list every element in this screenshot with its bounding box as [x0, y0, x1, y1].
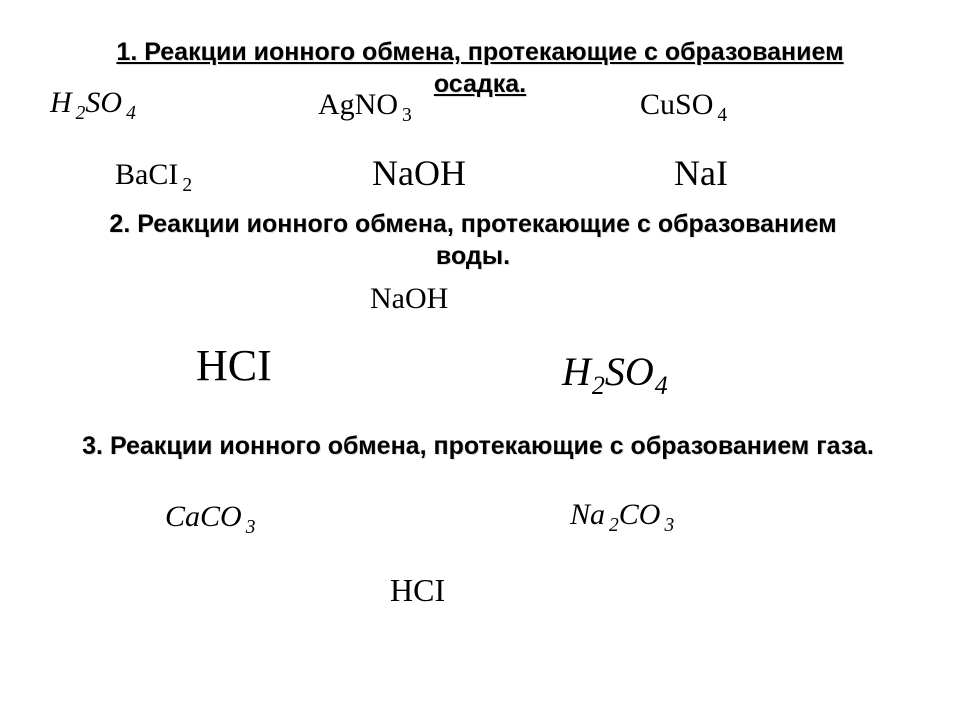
heading-1-line-1: 1. Реакции ионного обмена, протекающие с…: [50, 38, 910, 67]
formula-text: SO: [85, 86, 122, 119]
subscript: 3: [402, 105, 412, 126]
subscript: 4: [717, 105, 727, 126]
formula-text: NaI: [674, 153, 728, 193]
formula-nai: NaI: [674, 152, 728, 194]
formula-text: AgNO: [318, 88, 398, 121]
formula-bacl2: BaCI2: [115, 158, 192, 192]
formula-h2so4-1: H2SO4: [50, 86, 136, 120]
formula-agno3: AgNO3: [318, 88, 412, 122]
formula-text: BaCI: [115, 158, 178, 191]
formula-caco3: CaCO3: [165, 500, 255, 534]
formula-text: Na: [570, 498, 605, 531]
formula-hcl-2: HCI: [390, 572, 445, 609]
formula-text: NaOH: [372, 153, 466, 193]
subscript: 2: [609, 515, 619, 536]
formula-cuso4: CuSO4: [640, 88, 727, 122]
formula-hcl-1: HCI: [196, 340, 272, 391]
formula-text: CuSO: [640, 88, 713, 121]
subscript: 3: [246, 517, 256, 538]
heading-2-line-1: 2. Реакции ионного обмена, протекающие с…: [38, 210, 908, 239]
formula-na2co3: Na2CO3: [570, 498, 674, 532]
formula-text: NaOH: [370, 282, 448, 315]
heading-1-line-2: осадка.: [50, 70, 910, 99]
formula-text: HCI: [390, 572, 445, 608]
subscript: 3: [664, 515, 674, 536]
subscript: 4: [126, 103, 136, 124]
heading-2-line-2: воды.: [38, 242, 908, 271]
subscript: 2: [182, 175, 192, 196]
heading-3: 3. Реакции ионного обмена, протекающие с…: [18, 432, 938, 461]
formula-text: HCI: [196, 341, 272, 390]
formula-h2so4-2: H2SO4: [562, 348, 668, 395]
formula-naoh-2: NaOH: [370, 282, 448, 316]
subscript: 2: [592, 371, 605, 400]
formula-text: H: [562, 349, 591, 394]
formula-text: SO: [605, 349, 654, 394]
page: 1. Реакции ионного обмена, протекающие с…: [0, 0, 960, 720]
subscript: 4: [655, 371, 668, 400]
formula-text: CaCO: [165, 500, 242, 533]
formula-text: CO: [619, 498, 661, 531]
subscript: 2: [76, 103, 86, 124]
formula-text: H: [50, 86, 72, 119]
formula-naoh-1: NaOH: [372, 152, 466, 194]
